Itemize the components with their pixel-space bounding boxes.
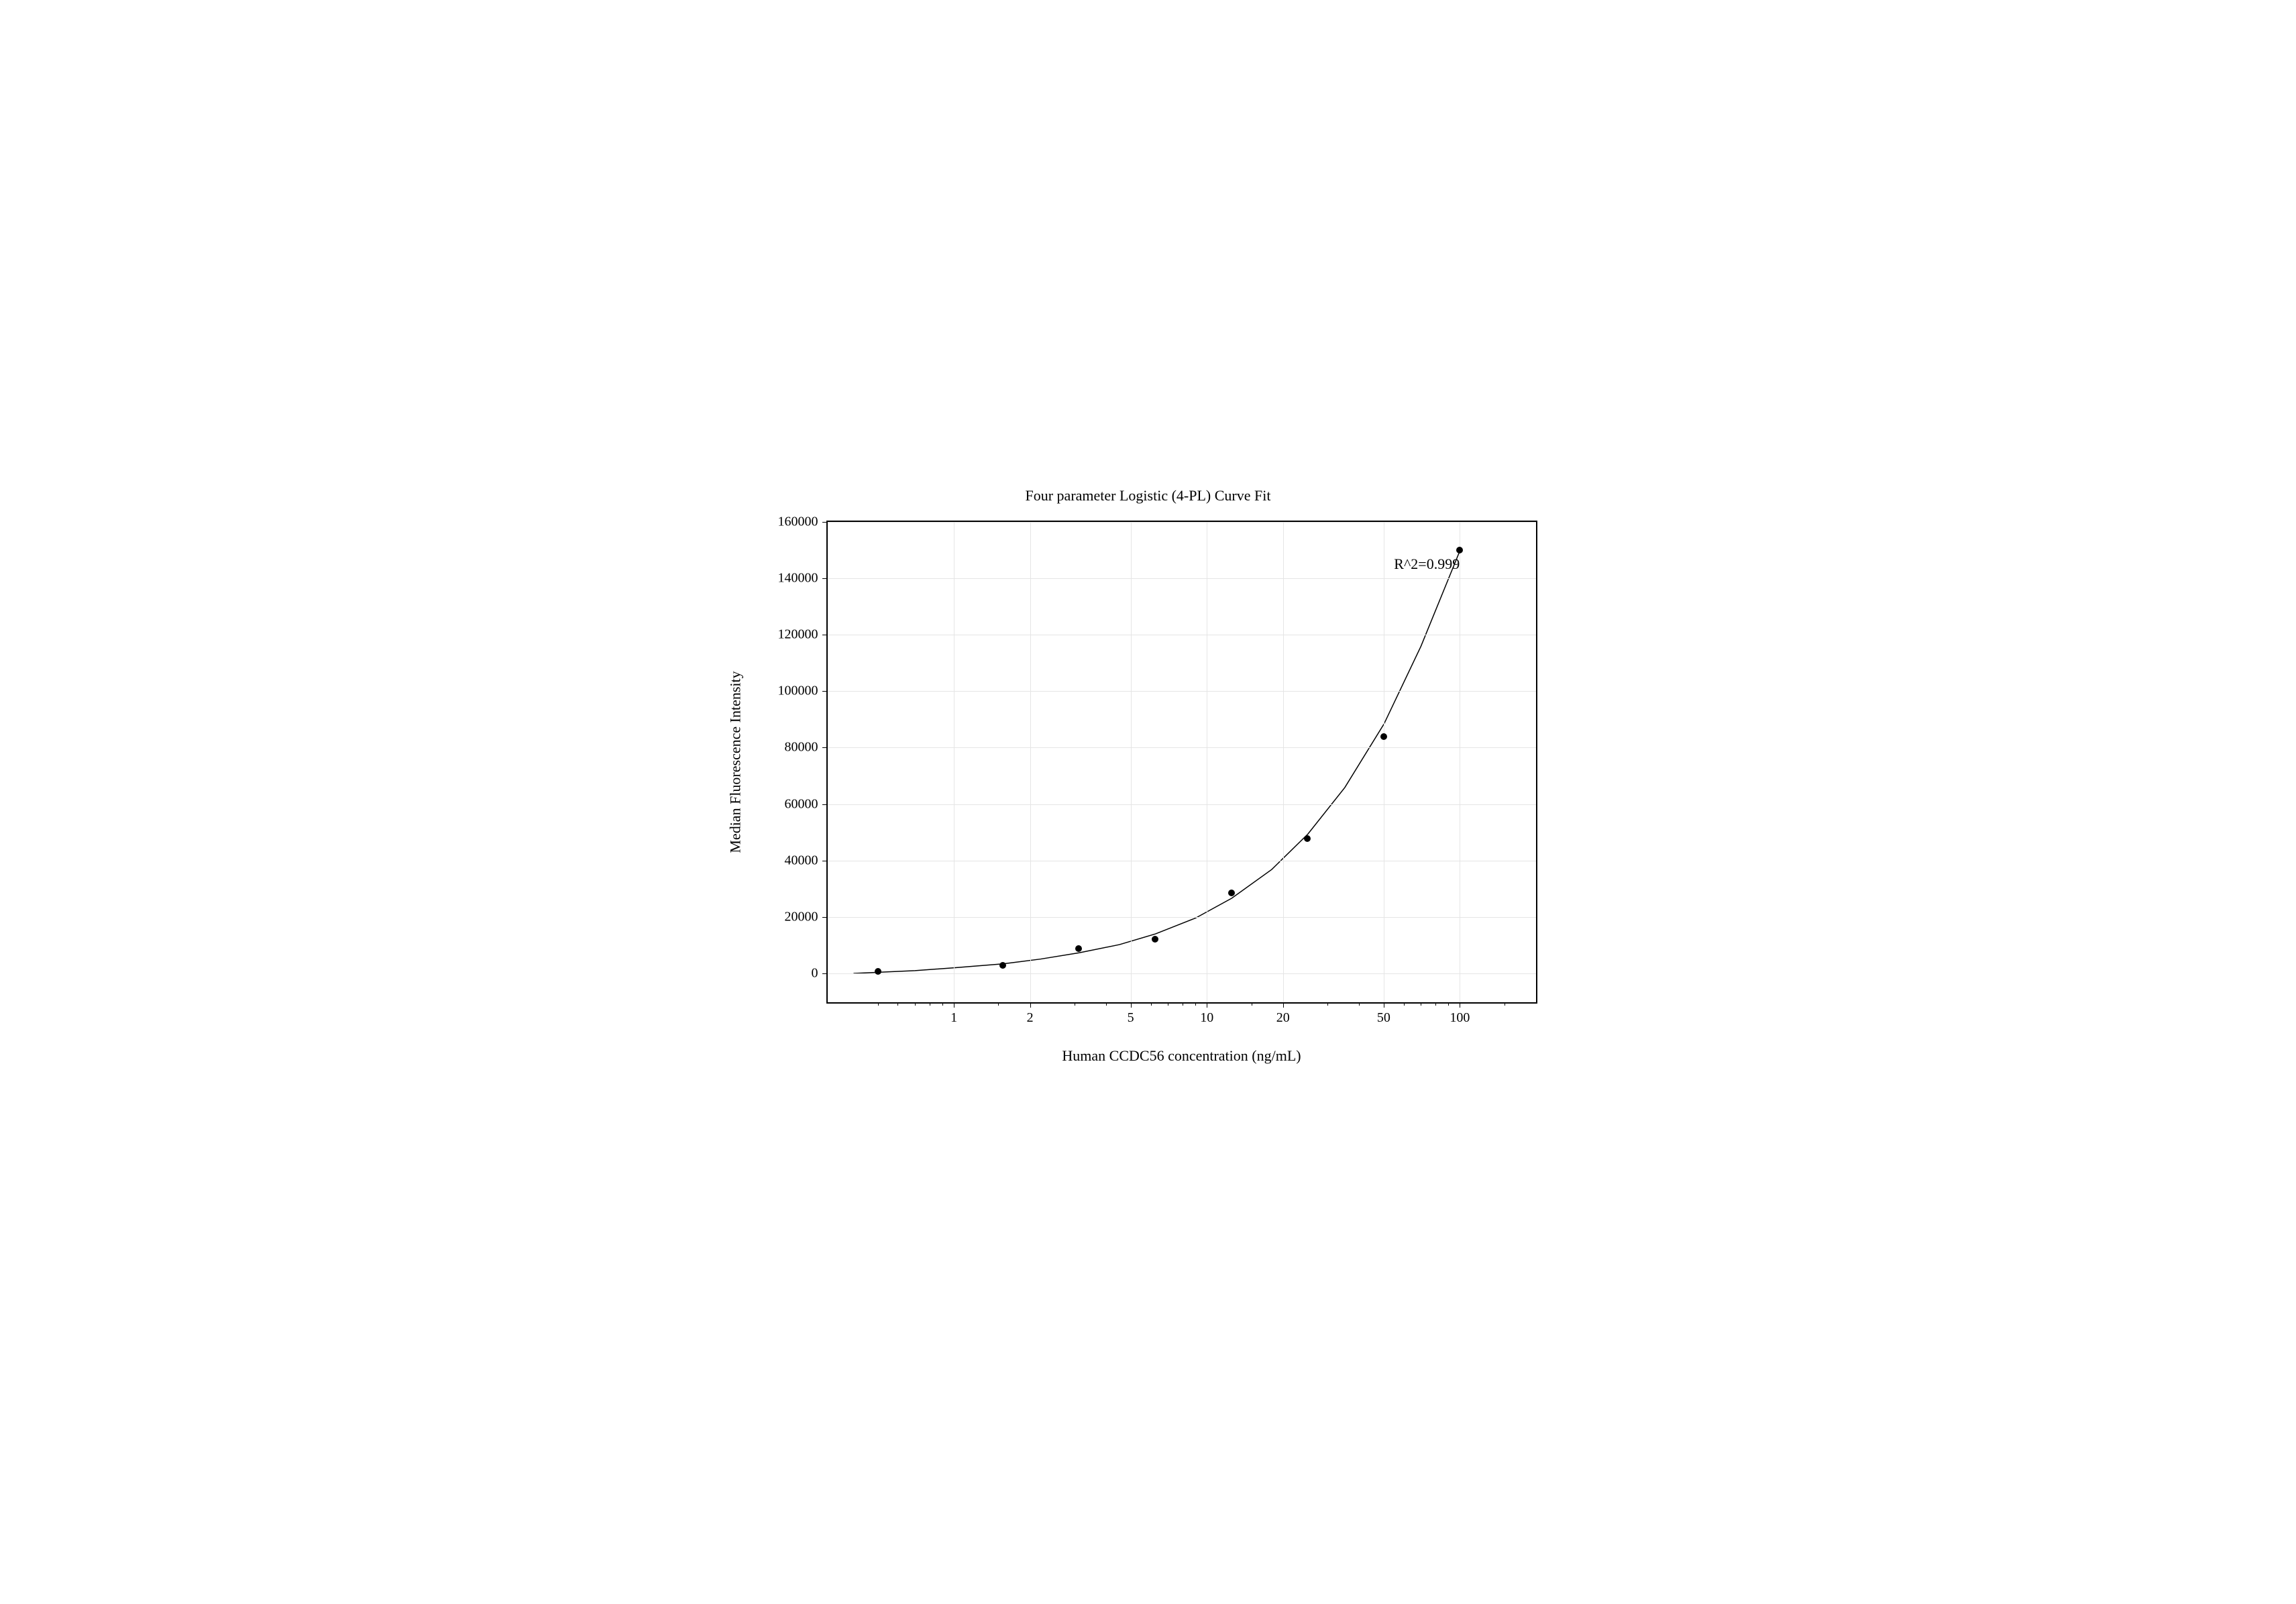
x-tick-minor [915,1002,916,1006]
chart-container: Four parameter Logistic (4-PL) Curve Fit… [679,474,1618,1131]
y-tick [822,691,828,692]
x-tick-minor [942,1002,943,1006]
x-tick-minor [1359,1002,1360,1006]
gridline-vertical [1283,522,1284,1002]
gridline-horizontal [828,804,1536,805]
x-axis-label: Human CCDC56 concentration (ng/mL) [826,1047,1537,1065]
y-axis-label-wrap: Median Fluorescence Intensity [726,521,746,1004]
x-tick-minor [1151,1002,1152,1006]
x-tick-label: 20 [1276,1010,1290,1026]
y-tick [822,917,828,918]
y-tick [822,747,828,748]
x-tick-minor [1448,1002,1449,1006]
r-squared-annotation: R^2=0.999 [1394,555,1460,573]
gridline-horizontal [828,973,1536,974]
y-tick-label: 80000 [785,740,818,755]
y-tick [822,804,828,805]
y-tick-label: 60000 [785,796,818,812]
gridline-vertical [1131,522,1132,1002]
fit-curve [828,522,1536,1002]
gridline-horizontal [828,747,1536,748]
x-tick-label: 10 [1200,1010,1213,1026]
x-tick-minor [1404,1002,1405,1006]
x-tick-label: 2 [1027,1010,1034,1026]
y-tick-label: 100000 [778,684,818,699]
y-tick-label: 160000 [778,514,818,529]
x-tick [1283,1002,1284,1008]
data-point [1380,733,1387,740]
y-tick-label: 140000 [778,570,818,586]
chart-title: Four parameter Logistic (4-PL) Curve Fit [679,487,1618,504]
x-tick-minor [1435,1002,1436,1006]
data-point [875,968,881,975]
x-tick-minor [1327,1002,1328,1006]
x-tick [1030,1002,1031,1008]
data-point [1228,890,1235,896]
y-tick-label: 0 [812,966,818,981]
x-tick-minor [1195,1002,1196,1006]
x-tick-label: 5 [1128,1010,1134,1026]
y-tick [822,578,828,579]
gridline-horizontal [828,691,1536,692]
x-tick-label: 100 [1450,1010,1470,1026]
gridline-horizontal [828,522,1536,523]
data-point [1075,945,1082,952]
y-tick-label: 120000 [778,627,818,642]
x-tick-minor [878,1002,879,1006]
x-tick [1131,1002,1132,1008]
x-tick-minor [1106,1002,1107,1006]
data-point [1304,835,1311,842]
y-tick-label: 40000 [785,853,818,868]
x-tick-label: 1 [950,1010,957,1026]
data-point [1152,936,1158,943]
x-tick-minor [897,1002,898,1006]
data-point [999,962,1006,969]
y-tick-label: 20000 [785,910,818,925]
gridline-vertical [1030,522,1031,1002]
x-tick-minor [998,1002,999,1006]
fit-curve-path [853,550,1460,973]
gridline-horizontal [828,917,1536,918]
y-tick [822,973,828,974]
gridline-horizontal [828,578,1536,579]
y-tick [822,522,828,523]
data-point [1456,547,1463,553]
y-axis-label: Median Fluorescence Intensity [727,671,745,853]
plot-area: R^2=0.999 020000400006000080000100000120… [826,521,1537,1004]
x-tick-label: 50 [1377,1010,1390,1026]
